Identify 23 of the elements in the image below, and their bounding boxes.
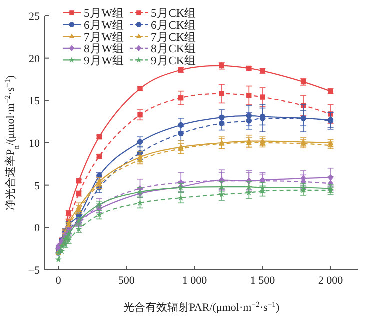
x-tick-label: 1 500 xyxy=(250,275,276,287)
x-tick-label: 2 000 xyxy=(318,275,344,287)
y-tick-label: 0 xyxy=(34,222,40,235)
x-tick-label: 0 xyxy=(56,275,62,287)
y-tick-label: 5 xyxy=(34,180,40,192)
legend-label: 5月CK组 xyxy=(151,7,197,20)
legend-label: 9月CK组 xyxy=(151,54,197,68)
legend-label: 6月CK组 xyxy=(151,19,197,32)
legend-label: 8月CK组 xyxy=(151,42,197,56)
y-tick-label: 10 xyxy=(29,138,40,150)
x-tick-label: 500 xyxy=(118,275,136,287)
legend-label: 7月W组 xyxy=(84,30,125,44)
y-tick-label: 15 xyxy=(29,96,40,108)
x-tick-label: 1 000 xyxy=(182,275,208,287)
legend-label: 6月W组 xyxy=(84,19,125,32)
legend-label: 5月W组 xyxy=(84,7,125,20)
x-axis-title: 光合有效辐射PAR/(μmol·m$^{−2}$·s$^{−1}$) xyxy=(123,300,280,314)
y-tick-label: 25 xyxy=(29,11,40,23)
legend-label: 9月W组 xyxy=(84,54,125,68)
legend-label: 7月CK组 xyxy=(151,30,197,44)
legend-label: 8月W组 xyxy=(84,42,125,56)
y-tick-label: −5 xyxy=(28,265,40,277)
y-tick-label: 20 xyxy=(29,53,40,66)
